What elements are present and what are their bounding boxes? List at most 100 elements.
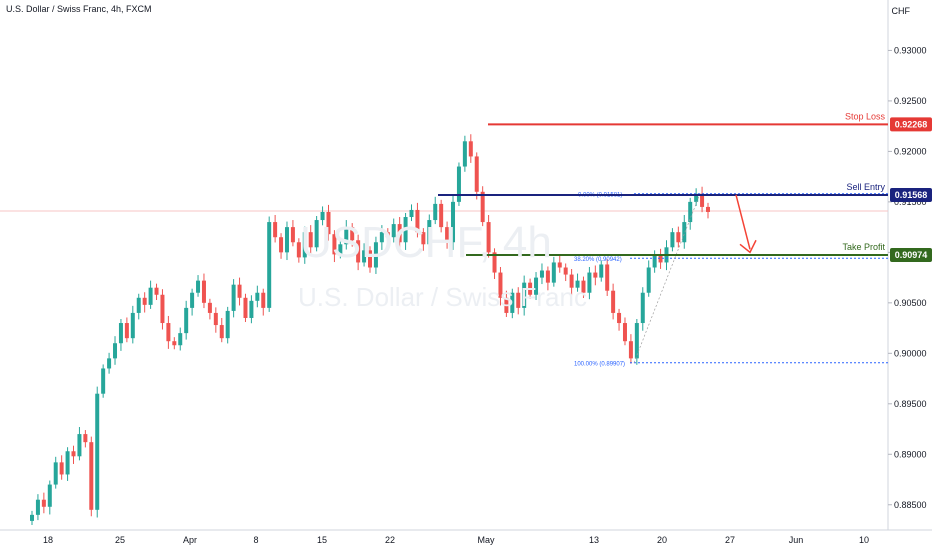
- price-tag: [890, 247, 932, 262]
- candle-body: [47, 484, 52, 507]
- candle-body: [41, 499, 46, 507]
- candle-body: [468, 141, 473, 157]
- x-tick-label: 15: [317, 535, 327, 545]
- candle-body: [409, 209, 414, 218]
- candle-body: [213, 312, 218, 326]
- price-tag: [890, 117, 932, 132]
- price-tag-label: 0.92268: [895, 119, 928, 129]
- candle-body: [415, 209, 420, 233]
- candle-body: [255, 292, 260, 301]
- x-tick-label: Jun: [789, 535, 804, 545]
- y-tick-label: 0.93000: [894, 45, 927, 55]
- candle-body: [451, 201, 456, 243]
- candle-body: [89, 442, 94, 510]
- x-tick-label: 20: [657, 535, 667, 545]
- candle-body: [510, 292, 515, 313]
- candle-body: [421, 232, 426, 245]
- candle-body: [314, 220, 319, 248]
- price-tag: [890, 188, 932, 203]
- candle-body: [279, 237, 284, 253]
- candle-body: [172, 341, 177, 346]
- price-tag-label: 0.90974: [895, 250, 928, 260]
- candle-body: [184, 307, 189, 334]
- fib-label: 38.20% (0.90942): [574, 257, 622, 263]
- candle-body: [397, 224, 402, 243]
- x-tick-label: 10: [859, 535, 869, 545]
- chart-title: U.S. Dollar / Swiss Franc, 4h, FXCM: [6, 4, 152, 14]
- candle-body: [65, 451, 70, 475]
- candle-body: [563, 267, 568, 275]
- candle-body: [688, 201, 693, 223]
- level-name: Sell Entry: [846, 182, 885, 192]
- candle-body: [640, 292, 645, 324]
- y-tick-label: 0.92500: [894, 96, 927, 106]
- candle-body: [83, 434, 88, 443]
- candle-body: [148, 287, 153, 305]
- candle-body: [379, 232, 384, 243]
- x-tick-label: May: [477, 535, 495, 545]
- candle-body: [658, 254, 663, 263]
- candle-body: [154, 287, 159, 295]
- candle-body: [273, 222, 278, 238]
- candle-body: [178, 333, 183, 346]
- candle-body: [628, 341, 633, 359]
- candle-body: [682, 222, 687, 243]
- candle-body: [605, 264, 610, 291]
- candle-body: [373, 242, 378, 268]
- candle-body: [569, 274, 574, 288]
- candle-body: [557, 262, 562, 268]
- candle-body: [480, 191, 485, 223]
- candle-body: [160, 294, 165, 324]
- candle-body: [136, 297, 141, 313]
- candle-body: [492, 252, 497, 273]
- candle-body: [308, 232, 313, 248]
- candle-body: [71, 451, 76, 457]
- candle-body: [385, 232, 390, 238]
- candle-body: [350, 227, 355, 241]
- candle-body: [534, 277, 539, 295]
- candle-body: [516, 292, 521, 308]
- sell-arrow-shaft: [735, 194, 751, 250]
- x-tick-label: 25: [115, 535, 125, 545]
- candle-body: [53, 462, 58, 485]
- candle-body: [95, 393, 100, 510]
- candle-body: [124, 323, 129, 339]
- candle-body: [166, 323, 171, 342]
- y-tick-label: 0.90500: [894, 298, 927, 308]
- candle-body: [267, 222, 272, 308]
- candle-body: [362, 250, 367, 263]
- candle-body: [700, 193, 705, 207]
- candle-body: [201, 280, 206, 303]
- candle-body: [190, 292, 195, 308]
- candle-body: [391, 224, 396, 238]
- y-tick-label: 0.89500: [894, 399, 927, 409]
- candle-body: [344, 227, 349, 245]
- candle-body: [368, 250, 372, 268]
- level-name: Take Profit: [842, 242, 885, 252]
- candle-body: [539, 270, 544, 278]
- price-tag-label: 0.91568: [895, 190, 928, 200]
- candle-body: [284, 227, 289, 253]
- sell-arrow-head: [739, 239, 757, 254]
- candle-body: [456, 166, 461, 202]
- candle-body: [427, 220, 432, 245]
- candle-body: [356, 240, 361, 263]
- y-tick-label: 0.92000: [894, 146, 927, 156]
- candle-body: [130, 312, 135, 339]
- candle-body: [587, 272, 592, 293]
- candle-body: [142, 297, 147, 305]
- candle-body: [522, 282, 527, 308]
- x-tick-label: 13: [589, 535, 599, 545]
- candle-body: [611, 290, 616, 313]
- x-tick-label: 22: [385, 535, 395, 545]
- candle-body: [403, 217, 408, 243]
- candle-body: [617, 312, 622, 324]
- candle-body: [320, 211, 325, 221]
- candle-body: [694, 193, 699, 202]
- candle-body: [261, 292, 266, 308]
- y-tick-label: 0.88500: [894, 500, 927, 510]
- candle-body: [528, 282, 533, 295]
- candle-body: [113, 343, 118, 359]
- y-tick-label: 0.90000: [894, 348, 927, 358]
